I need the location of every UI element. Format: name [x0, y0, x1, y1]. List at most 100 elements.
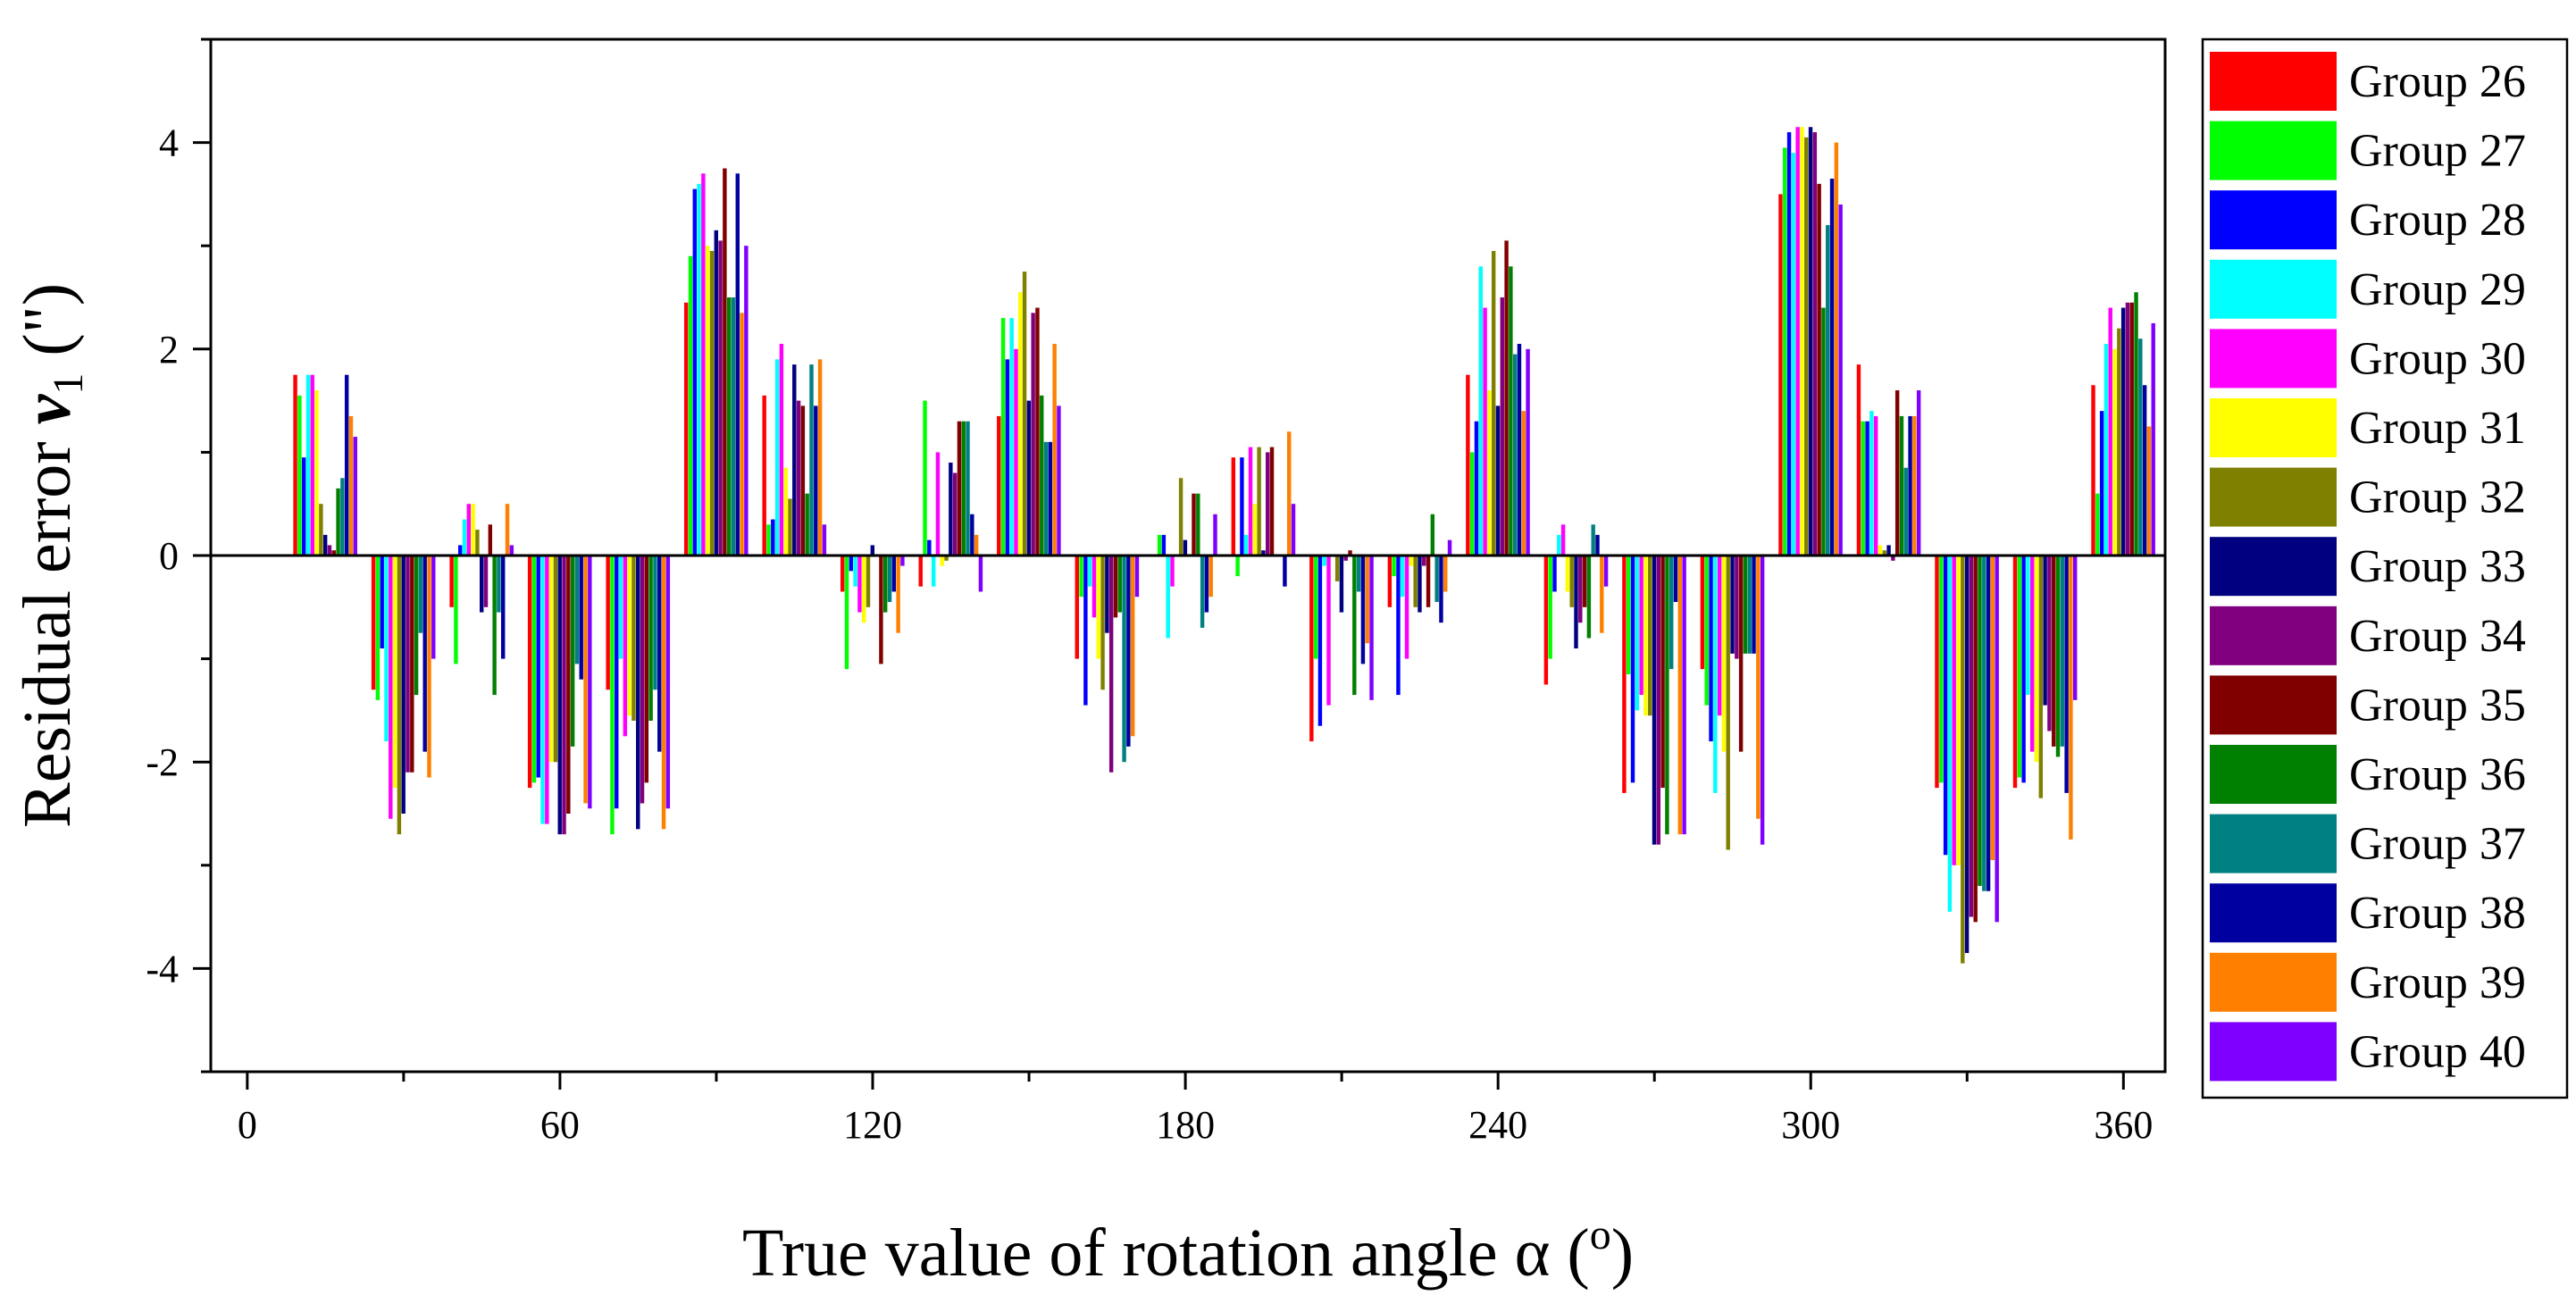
bar-group-35-angle-30 — [410, 556, 414, 773]
bar-group-39-angle-45 — [505, 504, 510, 556]
bar-group-28-angle-195 — [1240, 457, 1244, 556]
bar-group-39-angle-135 — [974, 534, 979, 556]
bar-group-31-angle-300 — [1800, 127, 1804, 556]
bar-group-35-angle-255 — [1582, 556, 1587, 607]
bar-group-34-angle-195 — [1266, 452, 1270, 556]
bar-group-33-angle-285 — [1730, 556, 1735, 654]
bar-group-31-angle-195 — [1252, 504, 1258, 556]
x-tick-label: 360 — [2094, 1103, 2153, 1147]
bar-group-28-angle-330 — [1943, 556, 1948, 856]
bar-group-38-angle-300 — [1829, 179, 1835, 556]
bar-group-34-angle-255 — [1578, 556, 1583, 623]
bar-group-31-angle-285 — [1721, 556, 1727, 752]
axis-ticks: 0 60 120 180 240 300 360 -4 -2 0 2 4 — [146, 38, 2153, 1147]
bar-group-32-angle-165 — [1100, 556, 1105, 690]
bar-group-33-angle-105 — [792, 364, 797, 556]
bar-group-32-angle-120 — [866, 556, 871, 607]
bar-group-29-angle-45 — [462, 519, 467, 556]
bar-group-40-angle-315 — [1916, 390, 1921, 556]
bar-group-35-angle-270 — [1660, 556, 1665, 789]
bar-group-26-angle-210 — [1309, 556, 1314, 742]
bar-group-36-angle-315 — [1899, 415, 1904, 556]
bar-group-40-angle-45 — [509, 545, 514, 556]
legend-swatch-group-30 — [2210, 329, 2337, 389]
bar-group-26-angle-60 — [527, 556, 532, 789]
bar-group-37-angle-240 — [1512, 354, 1518, 556]
bar-group-31-angle-90 — [705, 246, 710, 556]
bar-group-34-angle-105 — [796, 400, 801, 556]
bar-group-38-angle-180 — [1204, 556, 1209, 613]
bar-group-35-angle-225 — [1426, 556, 1431, 607]
bar-group-29-angle-180 — [1166, 556, 1170, 639]
bar-group-32-angle-360 — [2117, 328, 2121, 556]
bar-group-34-angle-45 — [483, 556, 489, 607]
bar-group-31-angle-135 — [940, 556, 944, 566]
bar-group-30-angle-315 — [1873, 415, 1878, 556]
bar-group-26-angle-345 — [2012, 556, 2018, 789]
bar-group-27-angle-150 — [1000, 318, 1006, 556]
bar-group-29-angle-135 — [931, 556, 936, 587]
bar-group-26-angle-135 — [918, 556, 923, 587]
legend-label-group-27: Group 27 — [2349, 126, 2526, 177]
bar-group-30-angle-270 — [1639, 556, 1643, 696]
bar-group-28-angle-180 — [1161, 534, 1167, 556]
bar-group-40-angle-90 — [744, 246, 749, 556]
bar-group-39-angle-30 — [427, 556, 431, 778]
bar-group-28-angle-315 — [1865, 421, 1869, 556]
bar-group-38-angle-255 — [1595, 534, 1600, 556]
bar-group-26-angle-165 — [1075, 556, 1079, 659]
bar-group-36-angle-120 — [883, 556, 888, 613]
bar-group-31-angle-30 — [392, 556, 397, 789]
bar-group-26-angle-360 — [2091, 385, 2095, 556]
legend-swatch-group-31 — [2210, 398, 2337, 457]
bar-group-30-angle-75 — [623, 556, 628, 737]
x-tick-label: 300 — [1781, 1103, 1840, 1147]
legend-swatch-group-29 — [2210, 259, 2337, 319]
bar-group-28-angle-105 — [771, 519, 775, 556]
legend-label-group-28: Group 28 — [2349, 195, 2526, 246]
bar-group-37-angle-300 — [1826, 225, 1830, 556]
bar-group-36-angle-90 — [726, 297, 732, 556]
bar-group-32-angle-180 — [1178, 478, 1183, 556]
x-tick-label: 60 — [540, 1103, 580, 1147]
bar-group-27-angle-30 — [375, 556, 381, 700]
y-tick-label: 2 — [159, 328, 179, 372]
bar-group-38-angle-105 — [814, 405, 818, 556]
bar-group-35-angle-165 — [1113, 556, 1118, 618]
bar-group-39-angle-240 — [1521, 411, 1526, 556]
bar-group-26-angle-315 — [1856, 364, 1861, 556]
bar-group-32-angle-60 — [553, 556, 558, 763]
bar-group-40-angle-165 — [1134, 556, 1140, 598]
legend-swatch-group-33 — [2210, 537, 2337, 597]
bar-group-35-angle-285 — [1738, 556, 1744, 752]
bar-group-37-angle-210 — [1356, 556, 1361, 592]
bar-group-36-angle-180 — [1196, 493, 1200, 556]
bar-group-40-angle-345 — [2073, 556, 2078, 700]
bar-group-40-angle-75 — [665, 556, 671, 809]
bar-group-38-angle-195 — [1283, 556, 1287, 587]
bar-group-38-angle-90 — [735, 173, 740, 556]
bar-group-30-angle-225 — [1404, 556, 1409, 659]
bar-group-34-angle-345 — [2047, 556, 2052, 731]
bar-group-33-angle-45 — [480, 556, 484, 613]
legend-label-group-35: Group 35 — [2349, 680, 2526, 731]
bar-group-33-angle-60 — [557, 556, 562, 835]
bar-group-33-angle-15 — [322, 534, 328, 556]
bar-group-27-angle-315 — [1861, 421, 1865, 556]
bar-group-36-angle-165 — [1117, 556, 1122, 613]
bar-group-36-angle-285 — [1743, 556, 1748, 654]
bar-group-32-angle-345 — [2038, 556, 2044, 798]
bar-group-35-angle-300 — [1817, 183, 1821, 556]
legend-label-group-26: Group 26 — [2349, 56, 2526, 107]
bar-group-32-angle-255 — [1569, 556, 1574, 607]
bar-group-37-angle-330 — [1982, 556, 1986, 891]
legend-swatch-group-28 — [2210, 190, 2337, 250]
bar-group-28-angle-45 — [458, 545, 463, 556]
legend-swatch-group-39 — [2210, 952, 2337, 1012]
bar-group-34-angle-225 — [1422, 556, 1426, 566]
bar-group-35-angle-345 — [2052, 556, 2056, 747]
x-tick-label: 0 — [238, 1103, 257, 1147]
bar-group-39-angle-195 — [1287, 431, 1292, 556]
bar-group-33-angle-75 — [636, 556, 640, 830]
